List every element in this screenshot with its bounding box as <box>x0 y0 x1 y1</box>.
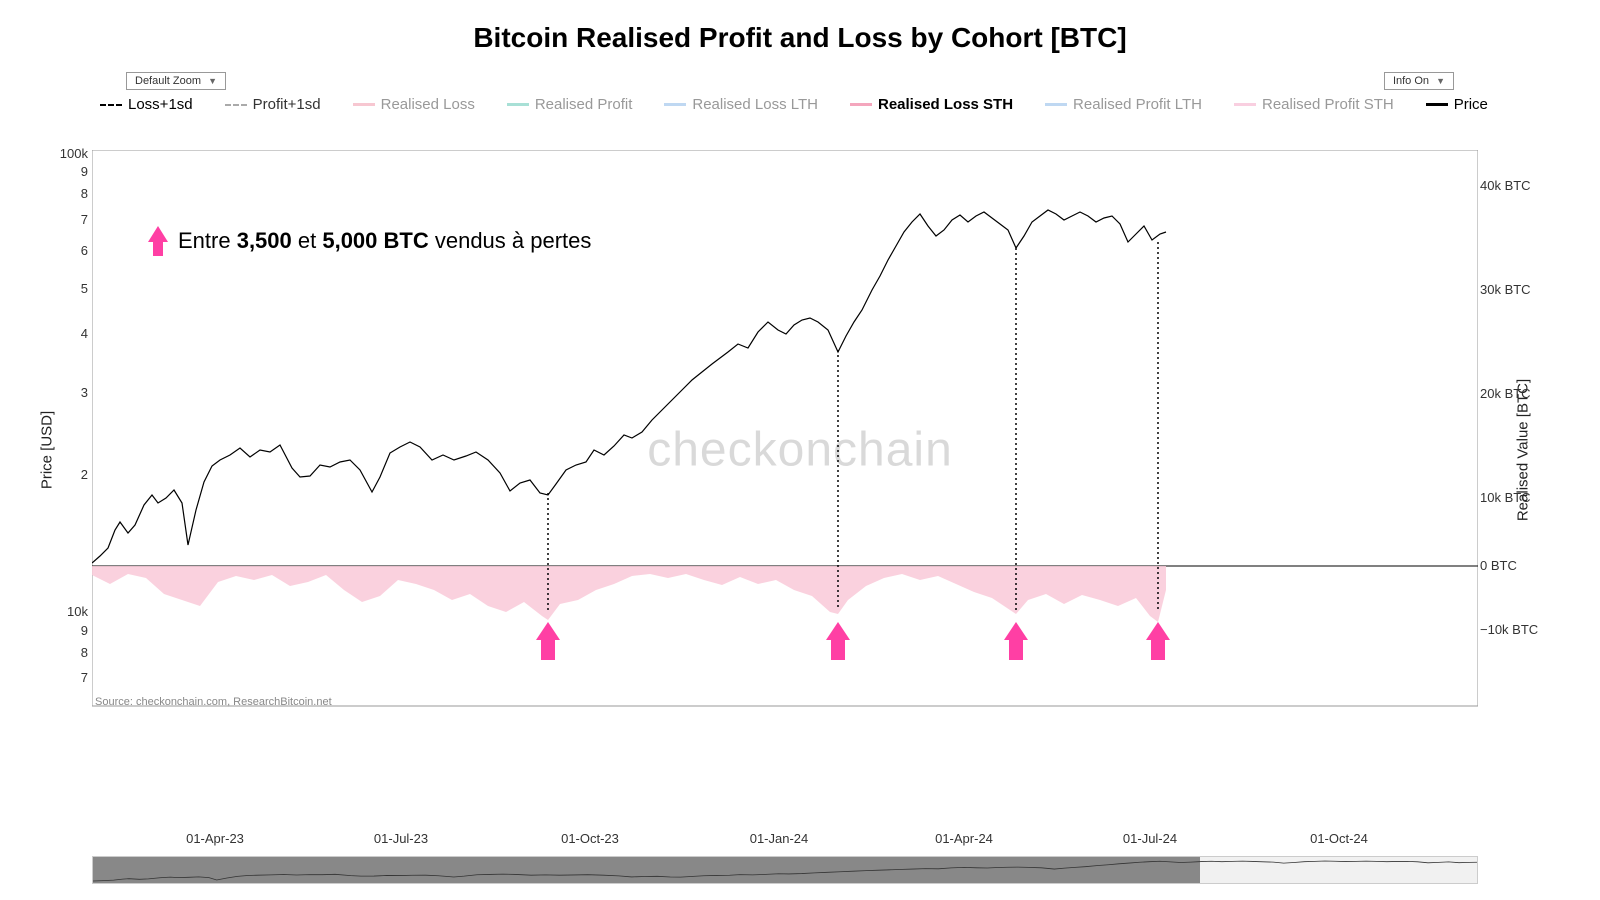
y-tick-right: 30k BTC <box>1480 282 1560 297</box>
zoom-dropdown-label: Default Zoom <box>135 75 201 87</box>
time-scrollbar[interactable] <box>92 856 1478 884</box>
legend-item[interactable]: Realised Profit <box>507 96 633 113</box>
chevron-down-icon: ▼ <box>208 76 217 86</box>
x-tick: 01-Jan-24 <box>750 831 809 846</box>
y-tick-left: 8 <box>48 186 88 201</box>
legend-item[interactable]: Realised Loss LTH <box>664 96 818 113</box>
y-tick-left: 5 <box>48 281 88 296</box>
legend-swatch <box>850 103 872 106</box>
source-text: Source: checkonchain.com, ResearchBitcoi… <box>95 696 332 708</box>
y-tick-left: 4 <box>48 326 88 341</box>
legend: Loss+1sd Profit+1sd Realised Loss Realised … <box>100 96 1500 113</box>
arrow-up-icon <box>826 622 850 660</box>
legend-swatch <box>1045 103 1067 106</box>
zoom-dropdown[interactable]: Default Zoom ▼ <box>126 72 226 90</box>
legend-label: Profit+1sd <box>253 96 321 113</box>
y-tick-left: 10k <box>48 604 88 619</box>
legend-item[interactable]: Realised Loss STH <box>850 96 1013 113</box>
info-dropdown-label: Info On <box>1393 75 1429 87</box>
y-tick-left: 9 <box>48 164 88 179</box>
x-tick: 01-Apr-24 <box>935 831 993 846</box>
y-tick-right: 10k BTC <box>1480 490 1560 505</box>
legend-label: Realised Loss <box>381 96 475 113</box>
legend-label: Realised Loss STH <box>878 96 1013 113</box>
legend-item[interactable]: Realised Loss <box>353 96 475 113</box>
info-dropdown[interactable]: Info On ▼ <box>1384 72 1454 90</box>
arrow-up-icon <box>1004 622 1028 660</box>
y-tick-right: −10k BTC <box>1480 622 1560 637</box>
plot-svg <box>92 150 1478 840</box>
legend-label: Loss+1sd <box>128 96 193 113</box>
arrow-up-icon <box>1146 622 1170 660</box>
arrow-up-icon <box>536 622 560 660</box>
legend-swatch <box>225 104 247 106</box>
scrollbar-mini-chart <box>93 857 1477 883</box>
legend-item[interactable]: Loss+1sd <box>100 96 193 113</box>
y-tick-left: 6 <box>48 243 88 258</box>
chart-title: Bitcoin Realised Profit and Loss by Coho… <box>0 0 1600 54</box>
x-tick: 01-Jul-24 <box>1123 831 1177 846</box>
y-tick-right: 0 BTC <box>1480 558 1560 573</box>
y-tick-left: 7 <box>48 670 88 685</box>
y-tick-left: 100k <box>48 146 88 161</box>
x-tick: 01-Jul-23 <box>374 831 428 846</box>
legend-swatch <box>1426 103 1448 106</box>
legend-label: Price <box>1454 96 1488 113</box>
y-tick-left: 3 <box>48 385 88 400</box>
plot-area <box>92 150 1478 840</box>
legend-swatch <box>100 104 122 106</box>
legend-swatch <box>1234 103 1256 106</box>
legend-swatch <box>507 103 529 106</box>
x-tick: 01-Oct-23 <box>561 831 619 846</box>
legend-item[interactable]: Profit+1sd <box>225 96 321 113</box>
legend-label: Realised Loss LTH <box>692 96 818 113</box>
legend-swatch <box>353 103 375 106</box>
y-tick-left: 8 <box>48 645 88 660</box>
y-tick-right: 40k BTC <box>1480 178 1560 193</box>
legend-label: Realised Profit LTH <box>1073 96 1202 113</box>
y-tick-left: 7 <box>48 212 88 227</box>
x-tick: 01-Oct-24 <box>1310 831 1368 846</box>
legend-item[interactable]: Realised Profit LTH <box>1045 96 1202 113</box>
legend-item[interactable]: Price <box>1426 96 1488 113</box>
legend-swatch <box>664 103 686 106</box>
y-tick-right: 20k BTC <box>1480 386 1560 401</box>
legend-label: Realised Profit <box>535 96 633 113</box>
y-tick-left: 9 <box>48 623 88 638</box>
y-tick-left: 2 <box>48 467 88 482</box>
x-tick: 01-Apr-23 <box>186 831 244 846</box>
legend-label: Realised Profit STH <box>1262 96 1394 113</box>
chevron-down-icon: ▼ <box>1436 76 1445 86</box>
legend-item[interactable]: Realised Profit STH <box>1234 96 1394 113</box>
